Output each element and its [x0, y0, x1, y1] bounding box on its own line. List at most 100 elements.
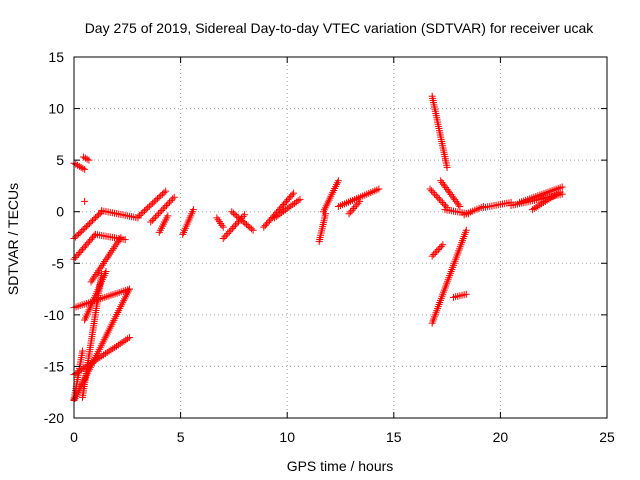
data-point	[432, 192, 440, 200]
data-point	[125, 334, 133, 342]
data-point	[81, 242, 89, 250]
axis-ticks	[73, 56, 608, 419]
data-point	[233, 212, 241, 220]
data-point	[150, 198, 158, 206]
data-point	[236, 215, 244, 223]
data-point	[353, 201, 361, 209]
data-point	[81, 154, 89, 162]
data-point	[428, 187, 436, 195]
data-point	[287, 202, 295, 210]
data-point	[134, 213, 142, 221]
data-point	[158, 206, 166, 214]
data-point	[189, 206, 197, 214]
data-point	[231, 211, 239, 219]
data-point	[426, 185, 434, 193]
data-point	[263, 220, 271, 228]
data-point	[157, 192, 165, 200]
data-point	[238, 216, 246, 224]
data-point	[145, 202, 153, 210]
data-point	[79, 245, 87, 253]
data-point	[285, 194, 293, 202]
data-point	[442, 202, 450, 210]
data-point	[231, 221, 239, 229]
data-point	[84, 221, 92, 229]
data-point	[95, 211, 103, 219]
x-tick-label: 5	[177, 429, 185, 445]
data-point	[227, 226, 235, 234]
data-point	[75, 230, 83, 238]
data-point	[455, 201, 463, 209]
data-point	[439, 241, 447, 249]
data-point	[234, 213, 242, 221]
data-point	[90, 232, 98, 240]
data-point	[290, 189, 298, 197]
data-point	[219, 223, 227, 231]
data-point	[437, 197, 445, 205]
grid-lines	[74, 57, 607, 418]
data-point	[139, 208, 147, 216]
data-point	[556, 188, 564, 196]
data-point	[351, 203, 359, 211]
data-point	[462, 226, 470, 234]
data-point	[276, 210, 284, 218]
data-point	[85, 156, 93, 164]
data-point	[274, 211, 282, 219]
data-point	[74, 250, 82, 258]
x-tick-label: 25	[599, 429, 615, 445]
data-point	[278, 202, 286, 210]
data-point	[221, 233, 229, 241]
data-point	[78, 227, 86, 235]
data-point	[356, 197, 364, 205]
data-point	[440, 200, 448, 208]
data-point	[267, 215, 275, 223]
data-point	[164, 200, 172, 208]
data-point	[137, 210, 145, 218]
data-point	[79, 226, 87, 234]
data-point	[443, 163, 451, 171]
data-point	[288, 191, 296, 199]
data-point	[77, 247, 85, 255]
data-point	[166, 198, 174, 206]
data-point	[121, 236, 129, 244]
data-point	[158, 190, 166, 198]
data-point	[80, 244, 88, 252]
data-points	[70, 92, 566, 404]
x-tick-labels: 0 5 10 15 20 25	[70, 429, 615, 445]
data-point	[164, 212, 172, 220]
x-tick-label: 20	[493, 429, 509, 445]
data-point	[162, 187, 170, 195]
data-point	[428, 252, 436, 260]
x-tick-label: 15	[386, 429, 402, 445]
data-point	[438, 199, 446, 207]
x-tick-label: 0	[70, 429, 78, 445]
data-point	[430, 250, 438, 258]
data-point	[280, 200, 288, 208]
data-point	[75, 162, 83, 170]
y-axis-label: SDTVAR / TECUs	[5, 183, 21, 295]
data-point	[82, 223, 90, 231]
data-point	[230, 223, 238, 231]
data-point	[160, 189, 168, 197]
data-point	[88, 217, 96, 225]
data-point	[152, 196, 160, 204]
y-tick-label: 5	[56, 152, 64, 168]
data-point	[153, 211, 161, 219]
data-point	[243, 221, 251, 229]
data-point	[73, 252, 81, 260]
x-axis-label: GPS time / hours	[287, 458, 394, 474]
data-point	[296, 195, 304, 203]
data-point	[272, 213, 280, 221]
data-point	[155, 193, 163, 201]
data-point	[79, 164, 87, 172]
data-point	[280, 207, 288, 215]
data-point	[284, 196, 292, 204]
data-point	[434, 193, 442, 201]
data-point	[84, 239, 92, 247]
data-point	[72, 160, 80, 168]
data-point	[277, 204, 285, 212]
data-point	[436, 244, 444, 252]
data-point	[144, 204, 152, 212]
y-tick-label: -15	[44, 358, 64, 374]
data-point	[154, 195, 162, 203]
data-point	[140, 207, 148, 215]
